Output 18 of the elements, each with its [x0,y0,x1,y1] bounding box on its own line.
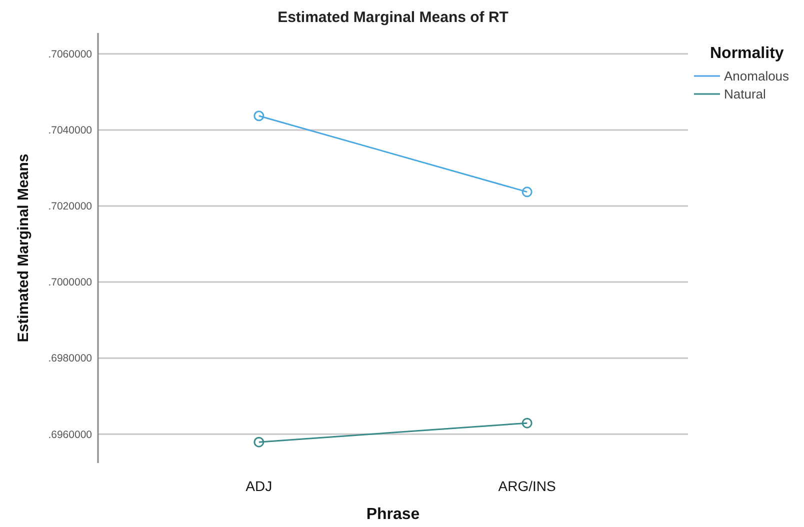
point [522,418,532,428]
x-tick-label: ARG/INS [498,478,556,494]
y-tick-label: .6960000 [48,428,92,441]
y-tick-label: .7000000 [48,276,92,289]
y-tick-label: .7040000 [48,124,92,137]
x-axis-title: Phrase [366,506,420,523]
legend-label: Anomalous [724,68,790,84]
legend-label: Natural [724,86,766,102]
point [522,186,532,198]
x-tick-label: ADJ [246,478,272,494]
point [254,436,264,448]
y-tick-label: .7020000 [48,200,92,213]
chart-title: Estimated Marginal Means of RT [278,9,508,26]
y-tick-label: .7060000 [48,48,92,61]
legend-title: Normality [710,45,784,62]
y-axis-title: Estimated Marginal Means [15,154,32,342]
point [254,110,264,122]
y-tick-label: .6980000 [48,352,92,365]
